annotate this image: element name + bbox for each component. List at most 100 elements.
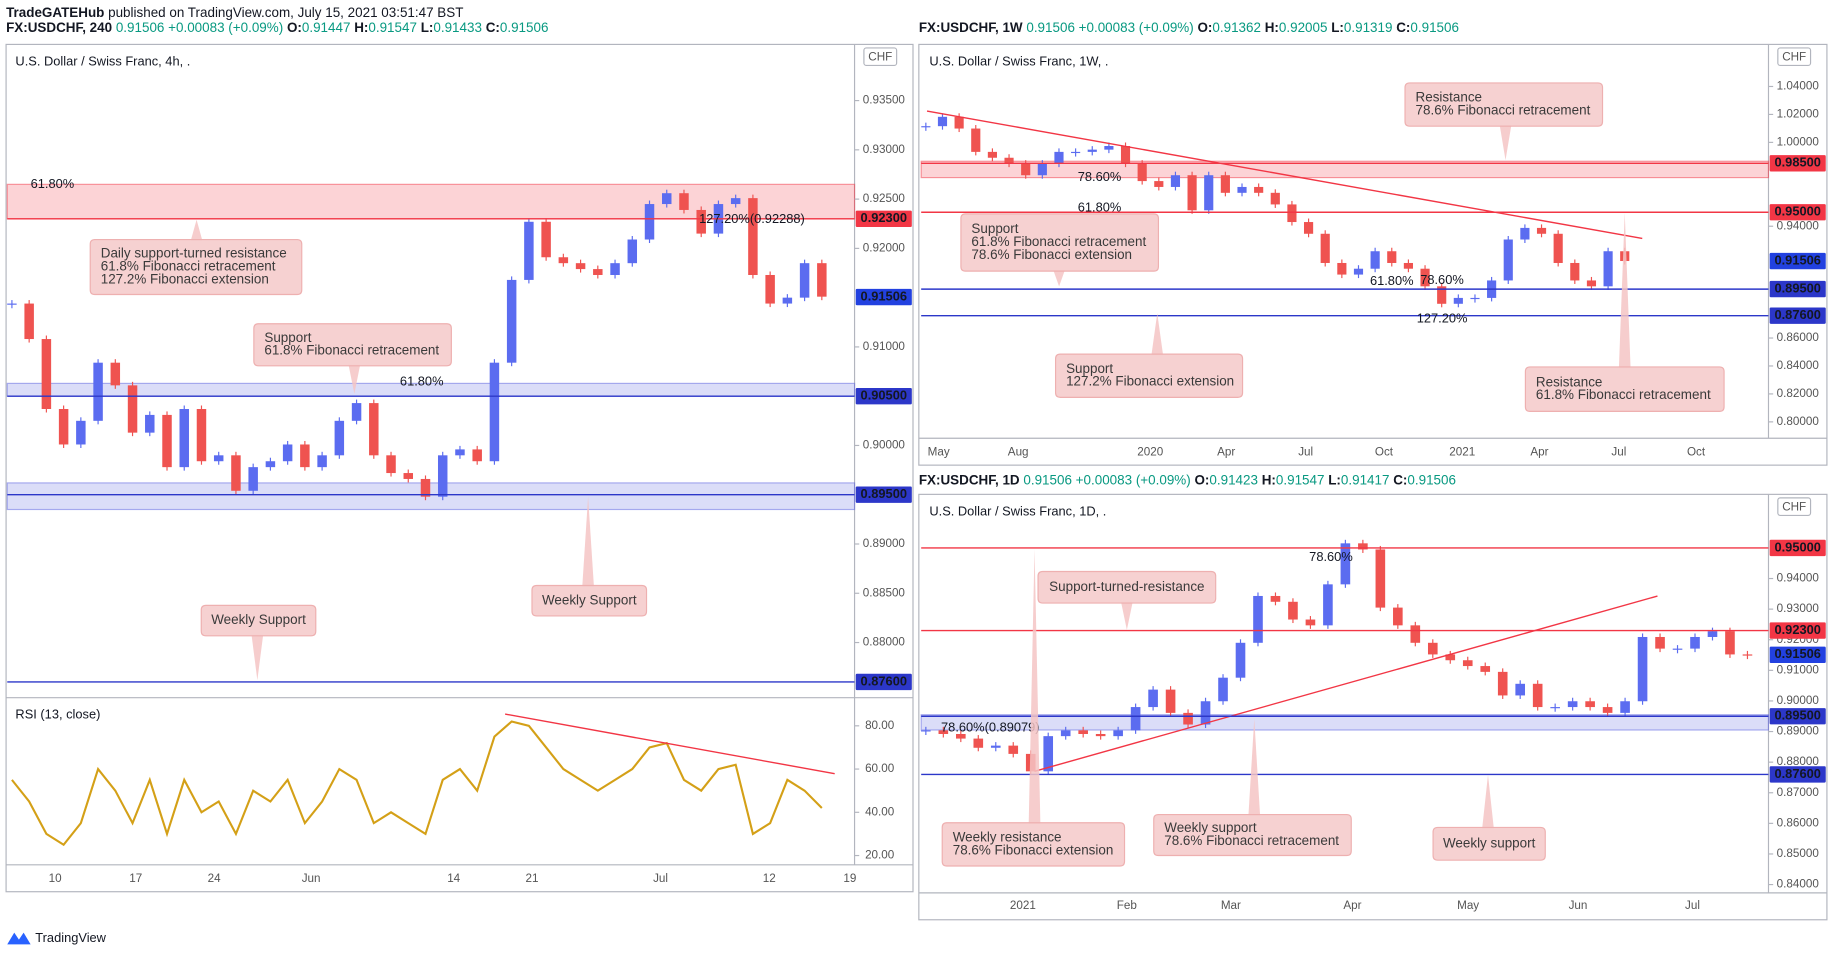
callout [1432,826,1546,861]
callout-pointer [1482,774,1494,829]
x-tick-label: Apr [1217,445,1235,458]
callout-pointer [1053,269,1065,287]
chart-header: FX:USDCHF, 1W 0.91506 +0.00083 (+0.09%) … [919,20,1459,35]
callout-text: Weekly support [1443,835,1536,850]
ohlc-key: C: [1396,20,1410,35]
x-tick-label: Apr [1343,899,1361,912]
y-tick-label: 0.91000 [863,340,906,353]
candle [1462,660,1473,667]
level-badge [1769,766,1826,783]
callout-text: Weekly resistance [953,830,1062,845]
candle [1515,683,1526,696]
candle [1375,549,1386,608]
level-badge [855,388,912,405]
candle [1320,233,1330,263]
candle [1393,607,1403,626]
candle [1087,149,1097,152]
y-tick-label: 0.87000 [1777,786,1820,799]
candle [954,116,964,129]
fib-label: 61.80% [1078,199,1122,214]
x-tick-label: 21 [526,872,539,885]
candle [1353,268,1364,275]
candle [1453,297,1463,304]
candle [1480,666,1491,672]
candle [403,473,414,479]
candle [1183,712,1193,725]
candle [76,420,86,445]
chart-panel: FX:USDCHF, 1W 0.91506 +0.00083 (+0.09%) … [918,20,1828,466]
candle [334,420,345,456]
level-badge [855,288,912,306]
callout-text: 127.2% Fibonacci extension [1066,374,1234,389]
level-label: 0.87600 [1774,766,1820,781]
y-tick-label: 0.84000 [1777,359,1820,372]
candle [817,263,827,297]
candle [644,204,655,240]
candle [1690,636,1700,649]
ohlc-key: C: [486,20,500,35]
candle [1037,163,1047,176]
callout-text: 61.8% Fibonacci retracement [971,234,1146,249]
candle [1253,595,1263,643]
candle [179,409,189,468]
x-tick-label: Oct [1375,445,1394,458]
zone [6,183,856,220]
level-label: 0.95000 [1774,539,1820,554]
candle [1337,262,1347,275]
fib-label: 61.80% [31,176,75,191]
level-label: 0.90500 [861,388,907,403]
candle [1170,175,1181,187]
level-label: 0.89500 [1774,708,1820,723]
candle [1536,227,1547,234]
level-label: 0.87600 [1774,307,1820,322]
indicator-title: RSI (13, close) [15,707,100,722]
ohlc-value: 0.91506 [500,20,549,35]
x-tick-label: May [1457,899,1479,912]
y-tick-label: 0.89000 [1777,725,1820,738]
ohlc-key: H: [1262,472,1276,487]
candle [369,403,379,456]
level-badge [1769,708,1826,725]
candle [213,455,224,462]
ohlc-key: H: [1265,20,1279,35]
callout-pointer [190,219,203,241]
candle [1532,683,1543,708]
candle [1071,151,1081,154]
candle [1270,595,1281,602]
callout-pointer [251,634,264,681]
level-label: 0.92300 [1774,622,1820,637]
candle [990,745,1001,748]
callout [200,604,317,637]
candle [1004,157,1014,164]
currency: CHF [1782,500,1806,513]
level-label: 0.89500 [861,486,907,501]
zone [6,482,856,511]
candle [627,239,638,264]
last-price: 0.91506 [116,20,165,35]
candle [1358,543,1368,550]
callout-pointer [1499,125,1512,161]
candle [127,385,138,433]
candle [662,193,672,205]
x-tick-label: Jul [1298,445,1313,458]
candle [162,414,172,468]
candle [1287,204,1297,223]
y-tick-label: 0.82000 [1777,387,1820,400]
fib-label: 127.20% [1417,310,1468,325]
ohlc-key: H: [354,20,368,35]
x-tick-label: Jul [1611,445,1626,458]
x-tick-label: Jun [302,872,321,885]
callout [1404,82,1604,127]
candle [1130,707,1141,731]
callout-text: Daily support-turned resistance [101,246,287,261]
candle [593,269,603,275]
candle [489,362,500,462]
candle [1550,707,1560,709]
fib-label: 61.80% [400,374,444,389]
callout-text: 127.2% Fibonacci extension [101,271,269,286]
candle [799,263,810,298]
callout-pointer [1248,718,1261,816]
callout [941,822,1126,867]
callout-text: Support [264,330,311,345]
candle [1120,146,1131,164]
